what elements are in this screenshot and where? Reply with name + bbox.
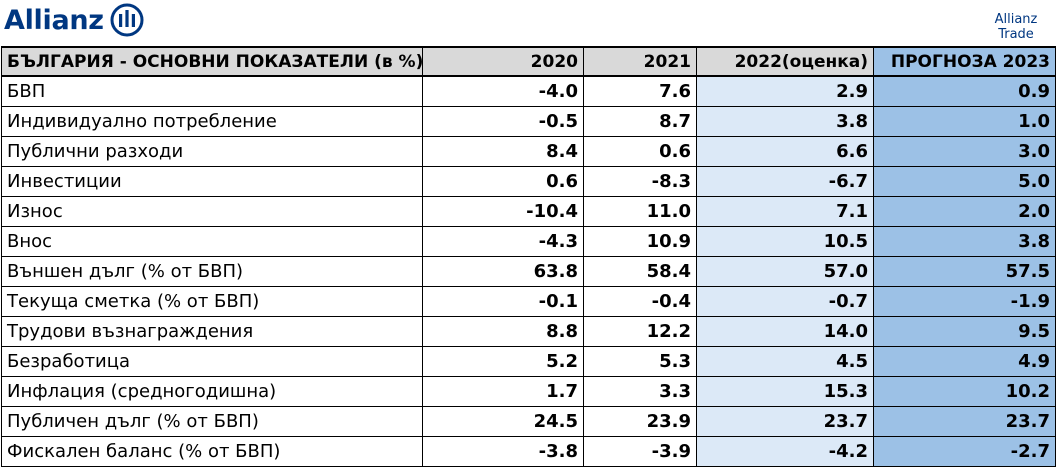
header-2021: 2021 — [583, 46, 697, 77]
value-2021: 11.0 — [583, 196, 697, 227]
indicator-name: Трудови възнаграждения — [1, 316, 423, 347]
value-forecast-2023: 1.0 — [873, 106, 1056, 137]
value-forecast-2023: 0.9 — [873, 75, 1056, 107]
value-2020: 1.7 — [422, 376, 584, 407]
header-2022-estimate: 2022(оценка) — [696, 46, 874, 77]
value-forecast-2023: 3.0 — [873, 136, 1056, 167]
indicator-name: Инвестиции — [1, 166, 423, 197]
brand-name: Allianz — [4, 4, 104, 36]
table-row: Публични разходи 8.4 0.6 6.6 3.0 — [1, 136, 1056, 167]
value-2021: 8.7 — [583, 106, 697, 137]
value-2022-estimate: 3.8 — [696, 106, 874, 137]
table-row: Трудови възнаграждения 8.8 12.2 14.0 9.5 — [1, 316, 1056, 347]
header-forecast-2023: ПРОГНОЗА 2023 — [873, 46, 1056, 77]
value-forecast-2023: 4.9 — [873, 346, 1056, 377]
table-row: БВП -4.0 7.6 2.9 0.9 — [1, 75, 1056, 107]
table-row: Публичен дълг (% от БВП) 24.5 23.9 23.7 23.7 — [1, 406, 1056, 437]
value-forecast-2023: 9.5 — [873, 316, 1056, 347]
allianz-eagle-logo-icon — [110, 3, 144, 37]
value-2021: 5.3 — [583, 346, 697, 377]
value-forecast-2023: 3.8 — [873, 226, 1056, 257]
value-forecast-2023: 23.7 — [873, 406, 1056, 437]
table-row: Безработица 5.2 5.3 4.5 4.9 — [1, 346, 1056, 377]
value-2020: 63.8 — [422, 256, 584, 287]
table-row: Текуща сметка (% от БВП) -0.1 -0.4 -0.7 -1.9 — [1, 286, 1056, 317]
value-2021: 12.2 — [583, 316, 697, 347]
table-row: Внос -4.3 10.9 10.5 3.8 — [1, 226, 1056, 257]
value-2020: -10.4 — [422, 196, 584, 227]
value-2020: -3.8 — [422, 436, 584, 467]
indicator-name: Текуща сметка (% от БВП) — [1, 286, 423, 317]
table-header-row: БЪЛГАРИЯ - ОСНОВНИ ПОКАЗАТЕЛИ (в %) 2020… — [1, 46, 1056, 77]
value-2022-estimate: 14.0 — [696, 316, 874, 347]
value-2022-estimate: 15.3 — [696, 376, 874, 407]
value-2021: -0.4 — [583, 286, 697, 317]
value-forecast-2023: -1.9 — [873, 286, 1056, 317]
sub-brand-line2: Trade — [998, 27, 1034, 42]
value-2020: -0.5 — [422, 106, 584, 137]
indicator-name: Фискален баланс (% от БВП) — [1, 436, 423, 467]
indicator-name: Безработица — [1, 346, 423, 377]
value-2021: 58.4 — [583, 256, 697, 287]
indicator-name: Внос — [1, 226, 423, 257]
value-2022-estimate: 57.0 — [696, 256, 874, 287]
indicator-name: Външен дълг (% от БВП) — [1, 256, 423, 287]
value-2020: 24.5 — [422, 406, 584, 437]
header-2020: 2020 — [422, 46, 584, 77]
value-2022-estimate: 23.7 — [696, 406, 874, 437]
value-forecast-2023: 2.0 — [873, 196, 1056, 227]
value-2021: 3.3 — [583, 376, 697, 407]
value-2022-estimate: 6.6 — [696, 136, 874, 167]
value-2020: -4.0 — [422, 75, 584, 107]
value-2022-estimate: 4.5 — [696, 346, 874, 377]
indicator-name: Индивидуално потребление — [1, 106, 423, 137]
value-2021: 0.6 — [583, 136, 697, 167]
value-2020: -0.1 — [422, 286, 584, 317]
value-2021: 10.9 — [583, 226, 697, 257]
table-row: Външен дълг (% от БВП) 63.8 58.4 57.0 57.5 — [1, 256, 1056, 287]
table-row: Фискален баланс (% от БВП) -3.8 -3.9 -4.2 -2… — [1, 436, 1056, 467]
table-row: Износ -10.4 11.0 7.1 2.0 — [1, 196, 1056, 227]
value-forecast-2023: 10.2 — [873, 376, 1056, 407]
value-2021: 23.9 — [583, 406, 697, 437]
value-2022-estimate: -4.2 — [696, 436, 874, 467]
value-2020: -4.3 — [422, 226, 584, 257]
value-2020: 8.4 — [422, 136, 584, 167]
value-2022-estimate: -6.7 — [696, 166, 874, 197]
allianz-trade-logo: Allianz Trade — [981, 12, 1051, 42]
value-2020: 5.2 — [422, 346, 584, 377]
value-2020: 8.8 — [422, 316, 584, 347]
value-2021: 7.6 — [583, 75, 697, 107]
value-2022-estimate: 2.9 — [696, 75, 874, 107]
indicator-name: Инфлация (средногодишна) — [1, 376, 423, 407]
indicators-table: БЪЛГАРИЯ - ОСНОВНИ ПОКАЗАТЕЛИ (в %) 2020… — [1, 46, 1056, 467]
value-2021: -3.9 — [583, 436, 697, 467]
header-indicator: БЪЛГАРИЯ - ОСНОВНИ ПОКАЗАТЕЛИ (в %) — [1, 46, 423, 77]
indicator-name: БВП — [1, 75, 423, 107]
value-2022-estimate: 7.1 — [696, 196, 874, 227]
indicator-name: Публичен дълг (% от БВП) — [1, 406, 423, 437]
indicator-name: Износ — [1, 196, 423, 227]
value-2021: -8.3 — [583, 166, 697, 197]
table-row: Индивидуално потребление -0.5 8.7 3.8 1.0 — [1, 106, 1056, 137]
table-row: Инвестиции 0.6 -8.3 -6.7 5.0 — [1, 166, 1056, 197]
table-row: Инфлация (средногодишна) 1.7 3.3 15.3 10.2 — [1, 376, 1056, 407]
value-2022-estimate: 10.5 — [696, 226, 874, 257]
allianz-brand: Allianz — [4, 0, 144, 40]
indicator-name: Публични разходи — [1, 136, 423, 167]
value-2020: 0.6 — [422, 166, 584, 197]
value-forecast-2023: 5.0 — [873, 166, 1056, 197]
value-forecast-2023: -2.7 — [873, 436, 1056, 467]
value-forecast-2023: 57.5 — [873, 256, 1056, 287]
value-2022-estimate: -0.7 — [696, 286, 874, 317]
sub-brand-line1: Allianz — [994, 12, 1038, 27]
